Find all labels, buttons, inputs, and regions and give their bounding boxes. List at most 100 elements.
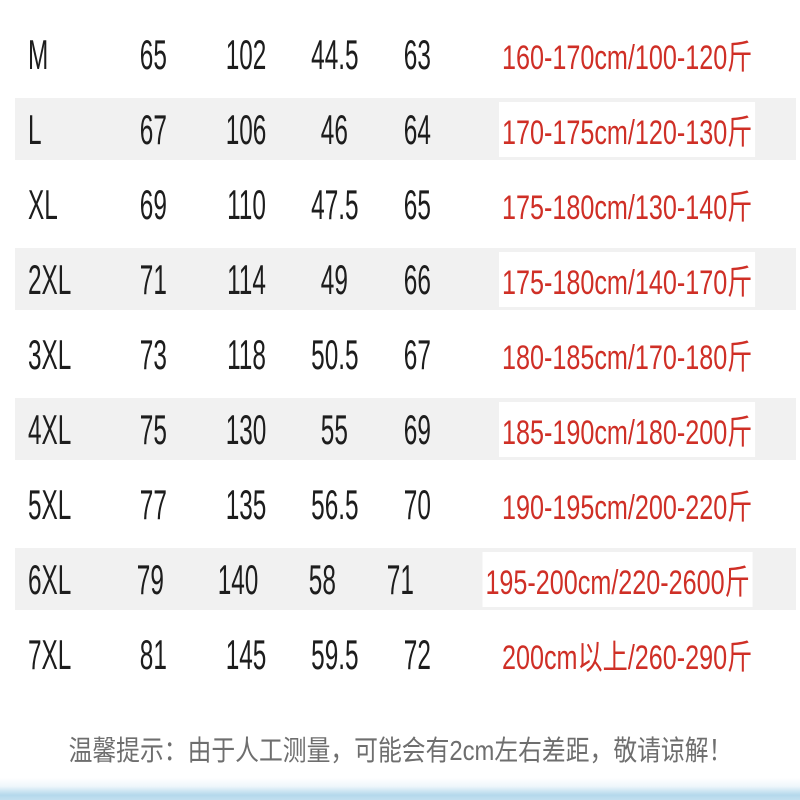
measure-cell: 145 <box>203 617 290 692</box>
measure-value: 130 <box>225 405 267 453</box>
size-cell: 3XL <box>0 317 103 392</box>
size-cell: 5XL <box>0 467 103 542</box>
measure-cell: 118 <box>203 317 290 392</box>
measure-cell: 47.5 <box>289 167 380 242</box>
size-label: M <box>28 30 49 78</box>
measure-value: 71 <box>139 255 167 303</box>
measure-value: 135 <box>225 480 267 528</box>
measure-cell: 70 <box>380 467 454 542</box>
measure-value: 65 <box>139 30 167 78</box>
measure-value: 118 <box>226 330 266 378</box>
fit-recommendation: 160-170cm/100-120斤 <box>498 27 755 82</box>
fit-cell: 190-195cm/200-220斤 <box>454 467 800 542</box>
measure-value: 75 <box>139 405 167 453</box>
measure-cell: 63 <box>380 17 454 92</box>
measure-cell: 69 <box>380 392 454 467</box>
size-cell: 4XL <box>0 392 103 467</box>
measure-value: 55 <box>321 405 349 453</box>
fit-cell: 195-200cm/220-2600斤 <box>435 542 800 617</box>
measure-value: 67 <box>139 105 167 153</box>
measure-value: 73 <box>139 330 167 378</box>
size-cell: XL <box>0 167 103 242</box>
size-label: L <box>28 105 42 153</box>
measure-value: 64 <box>403 105 431 153</box>
fit-cell: 185-190cm/180-200斤 <box>454 392 800 467</box>
measure-value: 106 <box>225 105 267 153</box>
table-row: 6XL 79 140 58 71 195-200cm/220-2600斤 <box>0 542 800 617</box>
measure-cell: 58 <box>279 542 365 617</box>
measure-cell: 67 <box>103 92 203 167</box>
size-cell: L <box>0 92 103 167</box>
measure-cell: 67 <box>380 317 454 392</box>
fit-cell: 175-180cm/140-170斤 <box>454 242 800 317</box>
table-row: 7XL 81 145 59.5 72 200cm以上/260-290斤 <box>0 617 800 692</box>
fit-recommendation: 170-175cm/120-130斤 <box>498 102 755 157</box>
measure-cell: 55 <box>289 392 380 467</box>
measure-value: 102 <box>225 30 267 78</box>
measure-cell: 66 <box>380 242 454 317</box>
measure-cell: 135 <box>203 467 290 542</box>
measure-value: 114 <box>226 255 266 303</box>
measure-cell: 79 <box>103 542 197 617</box>
measure-cell: 69 <box>103 167 203 242</box>
measure-value: 71 <box>386 555 414 603</box>
measure-cell: 65 <box>103 17 203 92</box>
fit-recommendation: 200cm以上/260-290斤 <box>498 627 755 682</box>
measure-cell: 114 <box>203 242 290 317</box>
measure-cell: 106 <box>203 92 290 167</box>
measure-cell: 110 <box>203 167 290 242</box>
table-row: 2XL 71 114 49 66 175-180cm/140-170斤 <box>0 242 800 317</box>
table-row: M 65 102 44.5 63 160-170cm/100-120斤 <box>0 17 800 92</box>
fit-cell: 180-185cm/170-180斤 <box>454 317 800 392</box>
fit-recommendation: 175-180cm/140-170斤 <box>498 252 755 307</box>
size-label: 3XL <box>28 330 72 378</box>
measure-cell: 140 <box>197 542 279 617</box>
measure-value: 81 <box>139 630 167 678</box>
table-row: 3XL 73 118 50.5 67 180-185cm/170-180斤 <box>0 317 800 392</box>
footer-blue-bar <box>0 778 800 800</box>
size-cell: M <box>0 17 103 92</box>
size-label: 7XL <box>28 630 72 678</box>
measure-value: 67 <box>403 330 431 378</box>
measure-value: 56.5 <box>310 480 359 528</box>
table-row: L 67 106 46 64 170-175cm/120-130斤 <box>0 92 800 167</box>
measure-cell: 59.5 <box>289 617 380 692</box>
size-label: 5XL <box>28 480 72 528</box>
measure-value: 44.5 <box>310 30 359 78</box>
size-cell: 7XL <box>0 617 103 692</box>
size-label: XL <box>28 180 58 228</box>
measure-value: 110 <box>226 180 266 228</box>
fit-cell: 175-180cm/130-140斤 <box>454 167 800 242</box>
size-label: 2XL <box>28 255 72 303</box>
measure-cell: 49 <box>289 242 380 317</box>
measure-value: 66 <box>403 255 431 303</box>
fit-recommendation: 195-200cm/220-2600斤 <box>482 552 753 607</box>
size-chart-table: M 65 102 44.5 63 160-170cm/100-120斤 L 67… <box>0 17 800 692</box>
size-cell: 6XL <box>0 542 103 617</box>
table-row: XL 69 110 47.5 65 175-180cm/130-140斤 <box>0 167 800 242</box>
measure-value: 50.5 <box>310 330 359 378</box>
measure-cell: 46 <box>289 92 380 167</box>
measure-value: 46 <box>321 105 349 153</box>
measure-cell: 71 <box>103 242 203 317</box>
measure-cell: 102 <box>203 17 290 92</box>
size-cell: 2XL <box>0 242 103 317</box>
measure-value: 140 <box>217 555 259 603</box>
measure-value: 77 <box>139 480 167 528</box>
fit-recommendation: 190-195cm/200-220斤 <box>498 477 755 532</box>
size-label: 4XL <box>28 405 72 453</box>
table-row: 4XL 75 130 55 69 185-190cm/180-200斤 <box>0 392 800 467</box>
measure-cell: 56.5 <box>289 467 380 542</box>
measurement-note: 温馨提示：由于人工测量，可能会有2cm左右差距，敬请谅解！ <box>68 735 732 766</box>
table-row: 5XL 77 135 56.5 70 190-195cm/200-220斤 <box>0 467 800 542</box>
fit-recommendation: 185-190cm/180-200斤 <box>498 402 755 457</box>
measure-value: 59.5 <box>311 630 359 678</box>
measure-cell: 73 <box>103 317 203 392</box>
measure-cell: 72 <box>380 617 454 692</box>
fit-cell: 160-170cm/100-120斤 <box>454 17 800 92</box>
measure-cell: 64 <box>380 92 454 167</box>
measure-cell: 65 <box>380 167 454 242</box>
fit-recommendation: 180-185cm/170-180斤 <box>498 327 755 382</box>
measure-cell: 71 <box>365 542 435 617</box>
